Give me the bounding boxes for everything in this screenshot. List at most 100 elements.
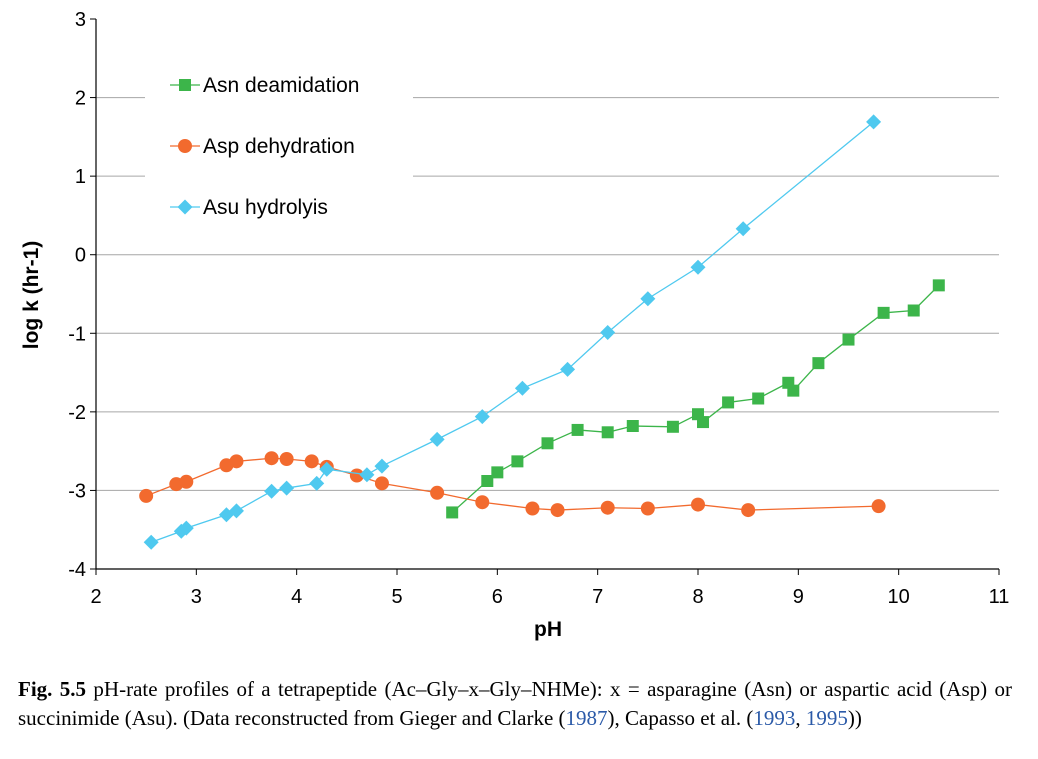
data-point bbox=[349, 468, 364, 483]
x-tick-label: 9 bbox=[793, 586, 804, 608]
legend-entry: Asn deamidation bbox=[170, 74, 359, 97]
series-asu-hydrolyis bbox=[143, 114, 882, 550]
data-point bbox=[304, 454, 319, 469]
data-point bbox=[600, 325, 616, 340]
legend-marker bbox=[179, 79, 191, 91]
y-tick-label: 1 bbox=[75, 166, 86, 188]
data-point bbox=[741, 503, 756, 518]
series-asn-deamidation bbox=[446, 279, 945, 519]
y-tick-label: 3 bbox=[75, 9, 86, 31]
caption-label: Fig. 5.5 bbox=[18, 677, 87, 701]
data-point bbox=[511, 455, 524, 468]
data-point bbox=[571, 423, 584, 436]
legend-marker bbox=[177, 199, 193, 215]
data-point bbox=[474, 409, 490, 425]
data-point bbox=[143, 534, 159, 550]
x-axis-title: pH bbox=[534, 618, 562, 641]
data-point bbox=[279, 452, 294, 466]
y-tick-label: 0 bbox=[75, 245, 86, 267]
data-point bbox=[907, 304, 920, 317]
data-point bbox=[229, 454, 244, 469]
data-point bbox=[812, 357, 825, 370]
data-point bbox=[309, 475, 325, 491]
data-point bbox=[491, 466, 504, 479]
legend-entry: Asp dehydration bbox=[170, 135, 355, 158]
data-point bbox=[430, 485, 445, 500]
legend-label: Asn deamidation bbox=[203, 74, 359, 97]
data-point bbox=[541, 437, 554, 450]
legend-marker bbox=[178, 139, 192, 153]
x-tick-label: 8 bbox=[692, 586, 703, 608]
data-point bbox=[525, 501, 540, 516]
caption-text-3: )) bbox=[847, 706, 862, 730]
y-axis-title: log k (hr-1) bbox=[20, 241, 43, 350]
figure-caption: Fig. 5.5 pH-rate profiles of a tetrapept… bbox=[18, 675, 1012, 733]
data-point bbox=[626, 420, 639, 432]
axes bbox=[90, 18, 1000, 575]
caption-separator: , bbox=[795, 706, 806, 730]
x-tick-label: 11 bbox=[989, 586, 1010, 608]
y-tick-label: -2 bbox=[68, 402, 86, 424]
data-point bbox=[481, 475, 494, 487]
data-point bbox=[932, 279, 945, 292]
data-point bbox=[228, 503, 244, 519]
data-point bbox=[666, 420, 679, 433]
data-point bbox=[722, 396, 735, 409]
data-point bbox=[178, 520, 194, 536]
data-point bbox=[446, 506, 459, 519]
reference-link-1995[interactable]: 1995 bbox=[805, 706, 848, 730]
data-point bbox=[691, 497, 705, 512]
x-tick-label: 5 bbox=[391, 586, 402, 608]
y-tick-label: -4 bbox=[68, 559, 86, 581]
x-tick-label: 4 bbox=[291, 586, 302, 608]
x-tick-label: 3 bbox=[191, 586, 202, 608]
x-tick-label: 7 bbox=[592, 586, 603, 608]
data-point bbox=[514, 380, 530, 396]
data-point bbox=[697, 416, 710, 429]
data-point bbox=[600, 500, 615, 515]
data-point bbox=[640, 501, 655, 516]
data-point bbox=[179, 474, 194, 489]
data-point bbox=[429, 431, 445, 447]
legend-entry: Asu hydrolyis bbox=[170, 196, 328, 219]
data-point bbox=[601, 426, 614, 439]
data-point bbox=[319, 461, 335, 477]
legend-label: Asp dehydration bbox=[203, 135, 355, 158]
data-point bbox=[877, 306, 890, 319]
data-point bbox=[871, 499, 886, 514]
data-point bbox=[264, 483, 280, 499]
data-point bbox=[560, 361, 576, 377]
caption-text-2: ), Capasso et al. ( bbox=[607, 706, 754, 730]
x-tick-label: 10 bbox=[888, 586, 910, 608]
x-tick-label: 2 bbox=[90, 586, 101, 608]
data-point bbox=[787, 384, 800, 397]
series-asp-dehydration bbox=[139, 451, 886, 518]
data-point bbox=[752, 392, 765, 405]
y-tick-label: -1 bbox=[68, 323, 86, 345]
reference-link-1993[interactable]: 1993 bbox=[753, 706, 796, 730]
caption-text: pH-rate profiles of a tetrapeptide (Ac–G… bbox=[18, 677, 1013, 730]
data-point bbox=[475, 495, 490, 510]
data-point bbox=[640, 291, 656, 307]
data-point bbox=[735, 221, 751, 237]
data-point bbox=[550, 503, 565, 518]
data-point bbox=[866, 114, 882, 130]
data-point bbox=[374, 458, 390, 474]
data-point bbox=[279, 480, 295, 496]
series-layer bbox=[139, 114, 945, 550]
data-point bbox=[264, 451, 279, 466]
x-tick-label: 6 bbox=[492, 586, 503, 608]
y-tick-label: 2 bbox=[75, 88, 86, 110]
reference-link-1987[interactable]: 1987 bbox=[565, 706, 608, 730]
data-point bbox=[690, 259, 706, 275]
data-point bbox=[374, 476, 389, 491]
data-point bbox=[139, 488, 154, 503]
legend: Asn deamidation Asp dehydration Asu hydrol… bbox=[170, 74, 359, 219]
data-point bbox=[359, 467, 375, 483]
y-tick-label: -3 bbox=[68, 480, 86, 502]
chart: Asn deamidation Asp dehydration Asu hydrol… bbox=[20, 9, 1009, 641]
series-line bbox=[451, 284, 940, 513]
data-point bbox=[842, 333, 855, 346]
legend-label: Asu hydrolyis bbox=[203, 196, 328, 219]
